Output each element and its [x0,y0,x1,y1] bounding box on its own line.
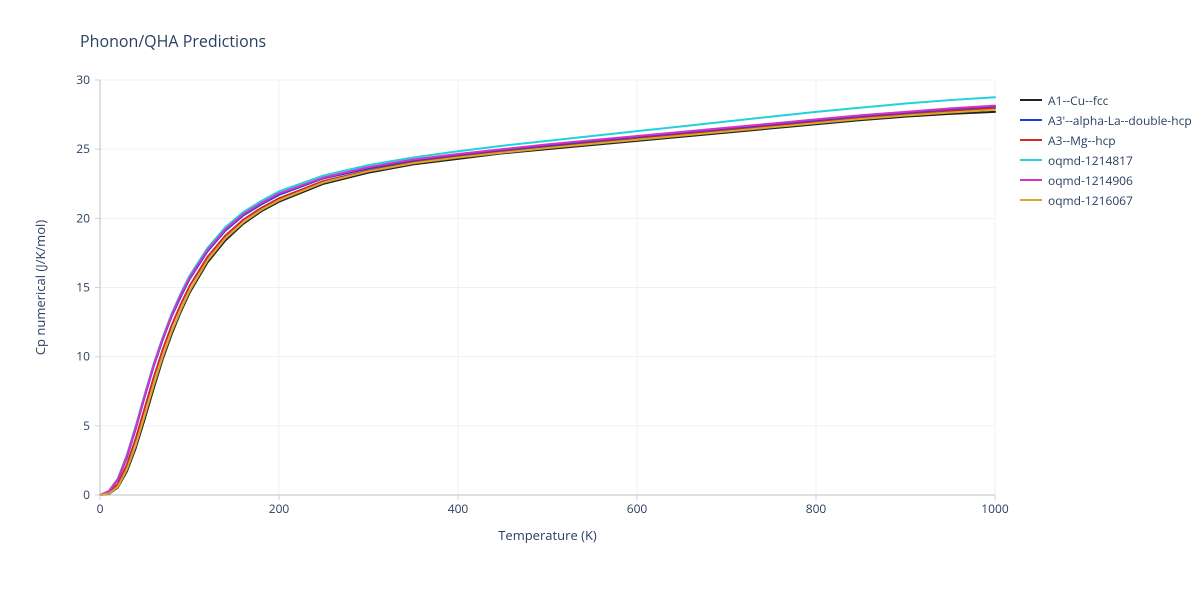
y-tick-label: 25 [76,140,90,157]
y-tick-label: 10 [76,348,90,365]
legend-label: oqmd-1214817 [1048,152,1133,169]
legend-label: A3'--alpha-La--double-hcp [1048,112,1192,129]
chart-container: Phonon/QHA Predictions 02004006008001000… [0,0,1200,600]
chart-legend[interactable]: A1--Cu--fcc A3'--alpha-La--double-hcp A3--… [1020,90,1192,210]
x-tick-label: 1000 [981,500,1009,517]
chart-grid [100,80,995,495]
legend-item[interactable]: A1--Cu--fcc [1020,90,1192,110]
x-axis-label: Temperature (K) [498,526,597,544]
legend-item[interactable]: A3'--alpha-La--double-hcp [1020,110,1192,130]
y-tick-label: 30 [76,71,90,88]
legend-item[interactable]: A3--Mg--hcp [1020,130,1192,150]
legend-label: A3--Mg--hcp [1048,132,1116,149]
legend-item[interactable]: oqmd-1216067 [1020,190,1192,210]
legend-swatch [1020,159,1042,161]
y-tick-label: 5 [83,417,90,434]
y-tick-label: 20 [76,209,90,226]
x-tick-label: 600 [627,500,648,517]
y-tick-label: 15 [76,279,90,296]
y-axis-label: Cp numerical (J/K/mol) [31,220,49,355]
x-tick-label: 200 [269,500,290,517]
x-tick-label: 800 [806,500,827,517]
x-tick-label: 400 [448,500,469,517]
legend-swatch [1020,119,1042,121]
legend-swatch [1020,179,1042,181]
legend-swatch [1020,99,1042,101]
y-tick-label: 0 [83,486,90,503]
legend-swatch [1020,139,1042,141]
legend-swatch [1020,199,1042,201]
x-tick-label: 0 [97,500,104,517]
legend-label: A1--Cu--fcc [1048,92,1108,109]
legend-item[interactable]: oqmd-1214906 [1020,170,1192,190]
legend-label: oqmd-1214906 [1048,172,1133,189]
legend-label: oqmd-1216067 [1048,192,1133,209]
legend-item[interactable]: oqmd-1214817 [1020,150,1192,170]
